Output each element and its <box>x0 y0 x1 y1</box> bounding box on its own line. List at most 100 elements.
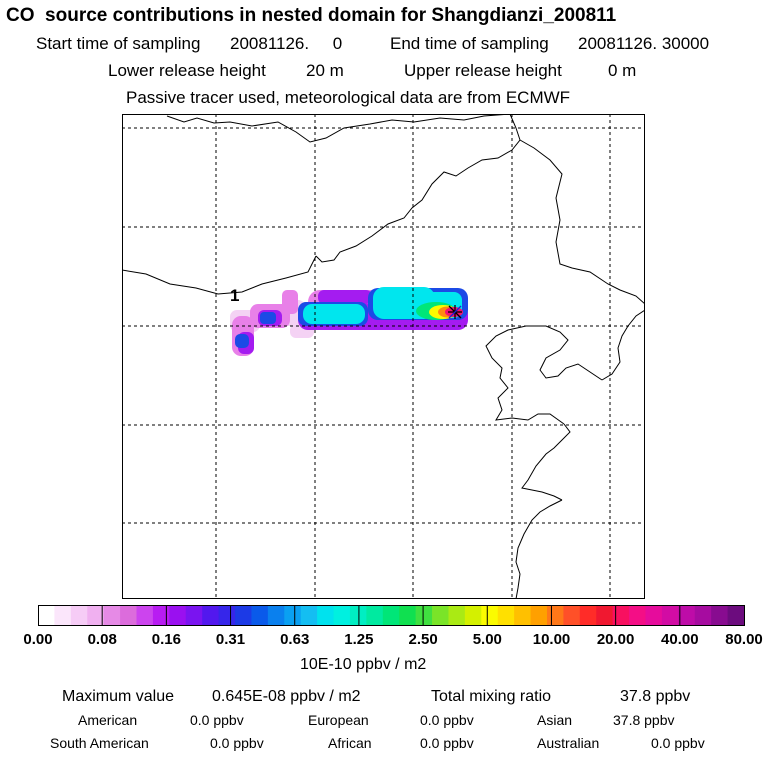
region-name: South American <box>50 735 149 751</box>
colorbar-cell <box>284 605 302 625</box>
colorbar-cell <box>300 605 318 625</box>
colorbar-cell <box>432 605 450 625</box>
colorbar-cell <box>711 605 729 625</box>
graticule <box>122 114 645 599</box>
colorbar-cell <box>612 605 630 625</box>
colorbar-cell <box>152 605 170 625</box>
colorbar-cell <box>103 605 121 625</box>
colorbar-cell <box>629 605 647 625</box>
colorbar-frame <box>38 605 745 626</box>
colorbar-cell <box>120 605 138 625</box>
total-mixing-value: 37.8 ppbv <box>620 688 691 705</box>
total-mixing-label: Total mixing ratio <box>431 688 552 705</box>
colorbar-cells <box>38 605 745 625</box>
region-value: 0.0 ppbv <box>420 712 474 728</box>
border-mongolia-south <box>122 255 317 295</box>
region-value: 0.0 ppbv <box>651 735 705 751</box>
colorbar-cell <box>70 605 88 625</box>
region-value: 0.0 ppbv <box>190 712 244 728</box>
start-time-label: Start time of sampling <box>36 34 201 53</box>
colorbar-units: 10E-10 ppbv / m2 <box>300 656 427 673</box>
colorbar-cell <box>579 605 597 625</box>
tracer-note: Passive tracer used, meteorological data… <box>126 88 571 107</box>
colorbar-cell <box>267 605 285 625</box>
colorbar-cell <box>448 605 466 625</box>
colorbar-cell <box>514 605 532 625</box>
colorbar-tick-label: 0.00 <box>23 631 53 648</box>
end-time-label: End time of sampling <box>390 34 549 53</box>
border-north <box>166 114 511 143</box>
map-panel: 1 <box>122 114 645 599</box>
region-name: African <box>328 735 372 751</box>
boundaries <box>122 114 645 599</box>
colorbar-cell <box>333 605 351 625</box>
colorbar-cell <box>251 605 269 625</box>
coast-south <box>515 499 563 599</box>
upper-release-label: Upper release height <box>404 61 562 80</box>
colorbar-cell <box>694 605 712 625</box>
colorbar-tick-label: 5.00 <box>472 631 502 648</box>
colorbar-cell <box>546 605 564 625</box>
colorbar-tick-label: 10.00 <box>532 631 571 648</box>
colorbar-cell <box>661 605 679 625</box>
region-value: 0.0 ppbv <box>420 735 474 751</box>
colorbar-cell <box>382 605 400 625</box>
colorbar-cell <box>415 605 433 625</box>
colorbar-ticks <box>101 605 681 625</box>
lower-release-label: Lower release height <box>108 61 266 80</box>
colorbar-cell <box>87 605 105 625</box>
colorbar-tick-label: 40.00 <box>661 631 699 648</box>
colorbar-tick-label: 1.25 <box>344 631 374 648</box>
colorbar-tick-label: 2.50 <box>408 631 438 648</box>
station-asterisk-icon <box>448 305 462 319</box>
map-title: CO source contributions in nested domain… <box>6 5 617 26</box>
max-value-label: Maximum value <box>62 688 175 705</box>
colorbar-cell <box>218 605 236 625</box>
end-time-value: 20081126. 30000 <box>578 34 710 53</box>
border-east-upper <box>315 114 521 263</box>
map-background <box>122 114 645 599</box>
colorbar-cell <box>317 605 335 625</box>
lower-release-value: 20 m <box>306 61 344 80</box>
colorbar-tick-label: 0.63 <box>280 631 310 648</box>
colorbar-cell <box>678 605 696 625</box>
colorbar-tick-label: 0.16 <box>151 631 181 648</box>
region-name: European <box>308 712 369 728</box>
colorbar-cell <box>366 605 384 625</box>
colorbar-cell <box>497 605 515 625</box>
upper-release-value: 0 m <box>608 61 637 80</box>
region-name: American <box>78 712 138 728</box>
coast-shandong <box>521 423 571 501</box>
colorbar-cell <box>136 605 154 625</box>
region-name: Australian <box>537 735 600 751</box>
border-northeast <box>519 139 645 305</box>
map-frame <box>122 114 645 599</box>
colorbar-tick-label: 0.08 <box>87 631 117 648</box>
colorbar-cell <box>202 605 220 625</box>
colorbar-cell <box>563 605 581 625</box>
colorbar-cell <box>645 605 663 625</box>
region-value: 0.0 ppbv <box>210 735 264 751</box>
region-name: Asian <box>537 712 573 728</box>
colorbar-tick-label: 20.00 <box>596 631 635 648</box>
colorbar-cell <box>169 605 187 625</box>
colorbar-cell <box>727 605 745 625</box>
colorbar-cell <box>596 605 614 625</box>
region-value: 37.8 ppbv <box>613 712 675 728</box>
coast-bohai <box>485 325 603 425</box>
max-value: 0.645E-08 ppbv / m2 <box>212 688 361 705</box>
colorbar-tick-label: 80.00 <box>725 631 763 648</box>
start-time-value: 20081126. 0 <box>230 34 343 53</box>
coast-northeast <box>601 309 645 381</box>
colorbar-cell <box>38 605 56 625</box>
colorbar-cell <box>399 605 417 625</box>
colorbar-cell <box>481 605 499 625</box>
colorbar-tick-label: 0.31 <box>215 631 246 648</box>
colorbar-cell <box>530 605 548 625</box>
colorbar-cell <box>464 605 482 625</box>
colorbar-cell <box>54 605 72 625</box>
colorbar-cell <box>235 605 253 625</box>
colorbar-cell <box>185 605 203 625</box>
colorbar <box>38 605 745 626</box>
map-marker-label: 1 <box>230 286 239 305</box>
